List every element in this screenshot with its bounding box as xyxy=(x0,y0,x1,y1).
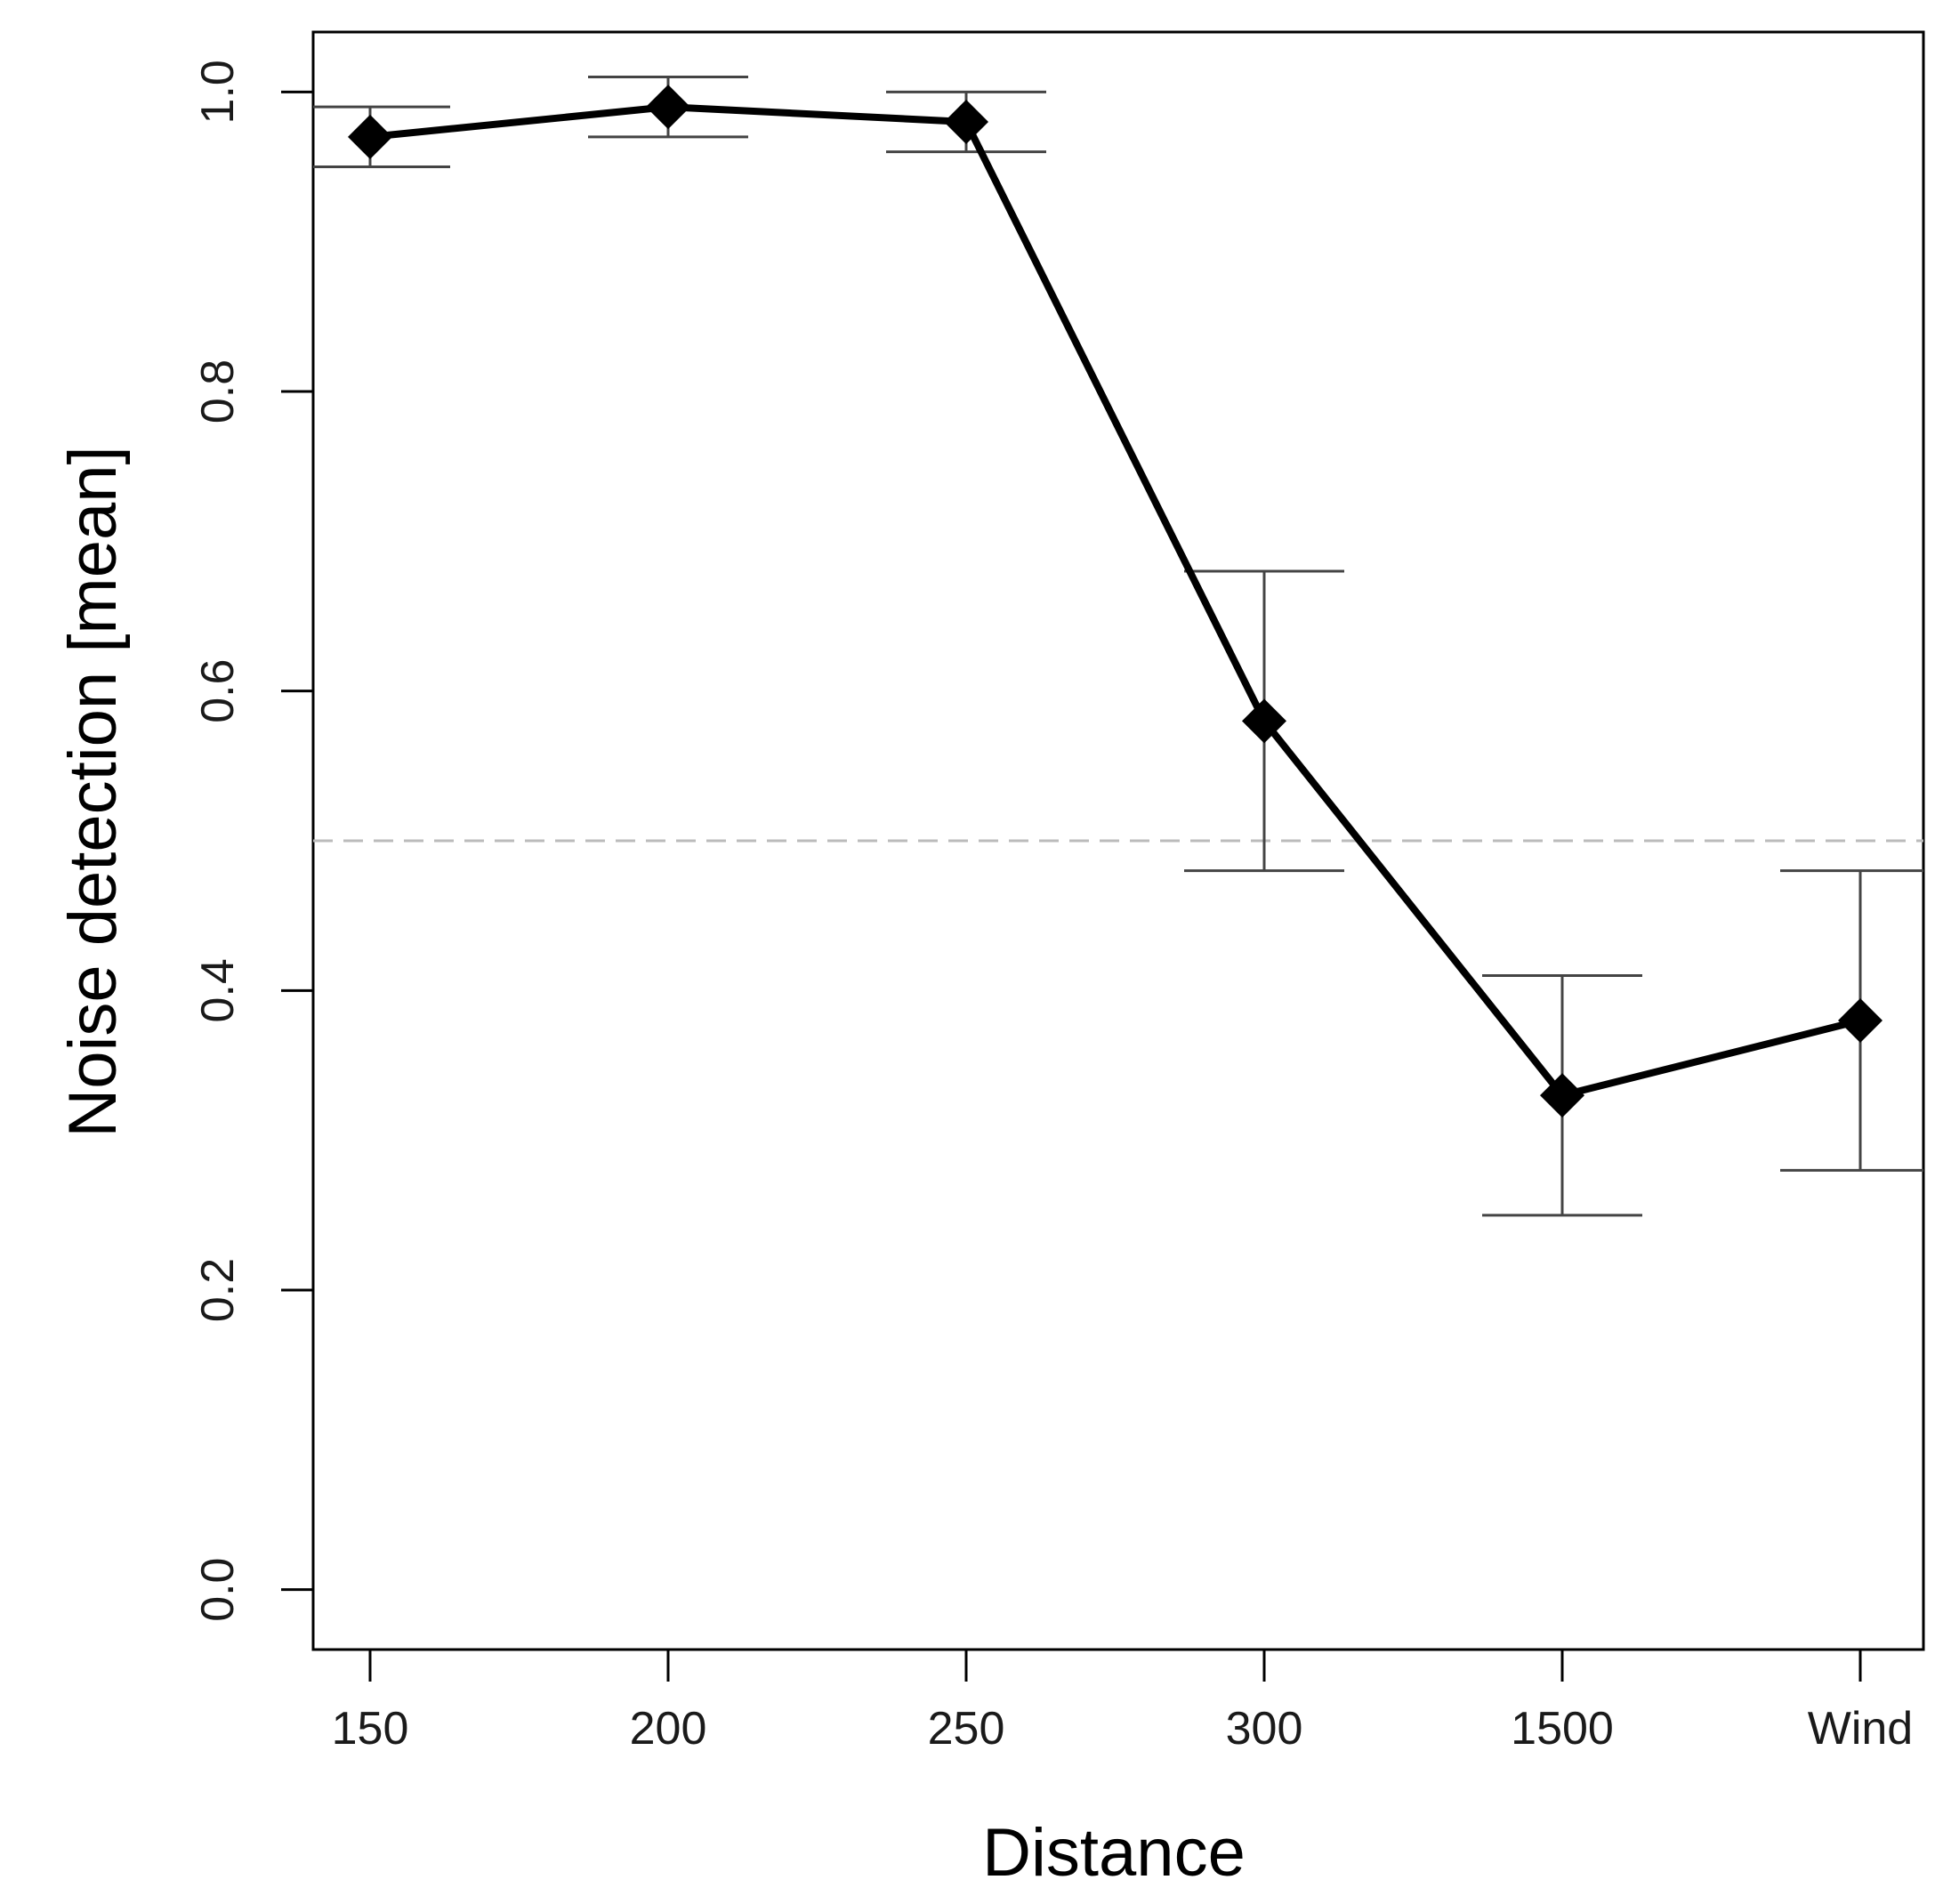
series-layer xyxy=(348,85,1883,1118)
y-tick-label: 1.0 xyxy=(192,60,244,124)
x-tick-label: 300 xyxy=(1226,1703,1303,1755)
data-point xyxy=(348,114,392,159)
series-line xyxy=(369,103,1861,1100)
data-point xyxy=(1838,998,1883,1043)
y-tick-label: 0.0 xyxy=(192,1558,244,1622)
y-axis-title: Noise detection [mean] xyxy=(55,446,131,1137)
x-tick-label: 250 xyxy=(928,1703,1005,1755)
data-point xyxy=(1540,1073,1584,1118)
x-tick-label: 1500 xyxy=(1511,1703,1614,1755)
y-tick-label: 0.6 xyxy=(192,659,244,723)
data-point xyxy=(1242,698,1286,744)
data-point xyxy=(646,85,690,130)
x-tick-label: Wind xyxy=(1808,1703,1913,1755)
y-tick-label: 0.8 xyxy=(192,359,244,424)
axis-layer: 0.0 0.2 0.4 0.6 0.8 1.0 150 200 250 300 1500 Wind xyxy=(192,60,1913,1755)
data-point xyxy=(944,100,988,144)
x-tick-label: 200 xyxy=(630,1703,707,1755)
x-axis-title: Distance xyxy=(982,1815,1246,1891)
y-tick-label: 0.2 xyxy=(192,1258,244,1322)
y-tick-label: 0.4 xyxy=(192,958,244,1022)
x-tick-label: 150 xyxy=(332,1703,409,1755)
errorbar-layer xyxy=(313,76,1923,1217)
